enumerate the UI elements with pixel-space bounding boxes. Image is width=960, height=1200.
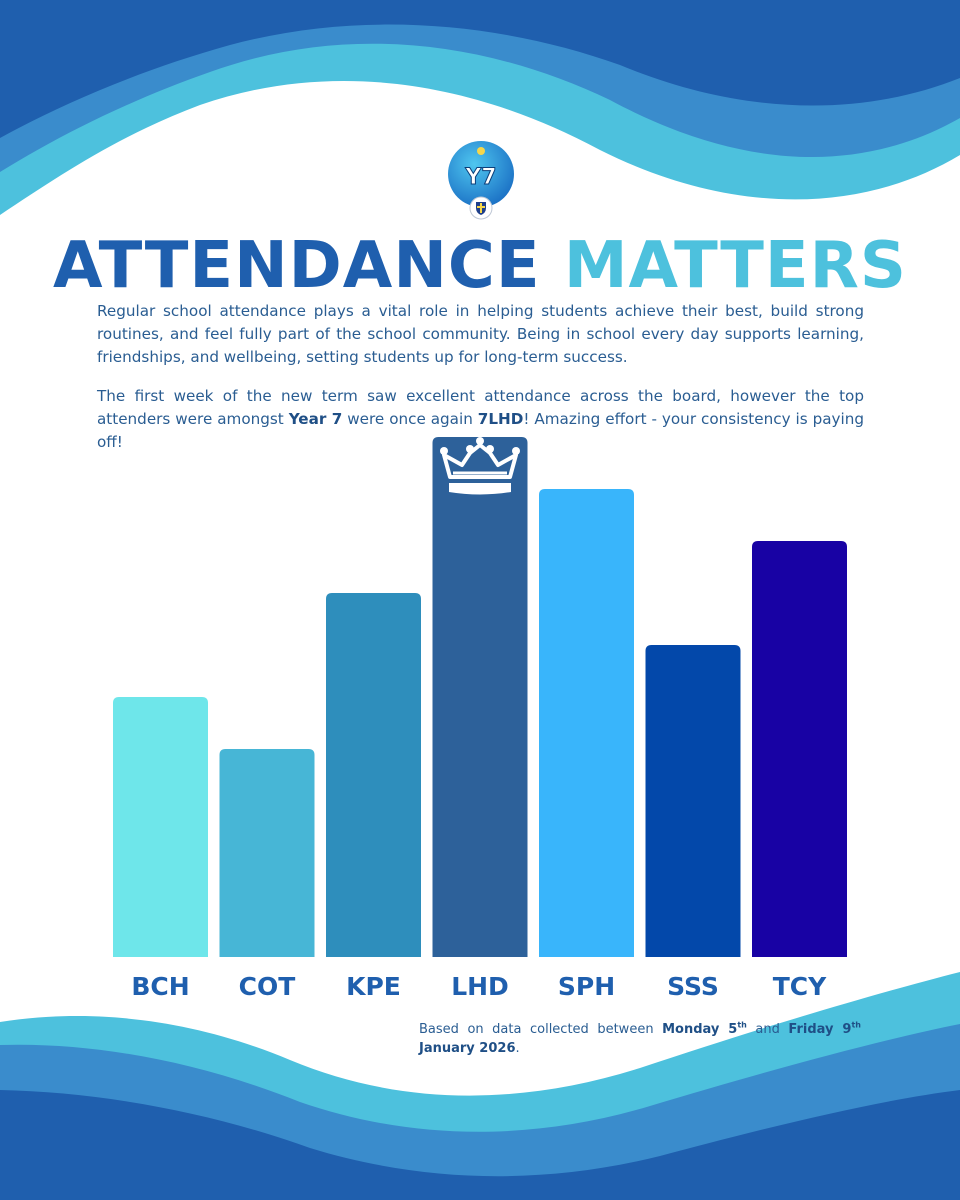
- bar-bch: [113, 697, 208, 957]
- bar-kpe: [326, 593, 421, 957]
- title-word-attendance: ATTENDANCE: [53, 229, 541, 303]
- year-7-highlight: Year 7: [288, 410, 343, 428]
- footnote-end-date: Friday 9th January 2026: [419, 1020, 861, 1056]
- attendance-bar-chart: BCH COT KPE LHD SPH SSS TCY: [113, 437, 847, 1001]
- results-text-3: ! Amazing effort - your consistency is p…: [97, 410, 864, 451]
- category-label-kpe: KPE: [346, 972, 401, 1001]
- logo-badge-text: Y7: [464, 165, 496, 190]
- bar-sss: [645, 645, 741, 957]
- results-text-2: were once again: [342, 410, 478, 428]
- data-footnote: Based on data collected between Monday 5…: [419, 1020, 861, 1058]
- top-form-highlight: 7LHD: [477, 410, 524, 428]
- category-label-bch: BCH: [131, 972, 189, 1001]
- bar-tcy: [752, 541, 847, 957]
- footnote-start-date: Monday 5th: [662, 1020, 747, 1037]
- category-label-lhd: LHD: [451, 972, 509, 1001]
- results-paragraph: The first week of the new term saw excel…: [97, 385, 864, 454]
- footnote-text-3: .: [515, 1041, 520, 1056]
- top-wave-dark: [0, 0, 960, 138]
- intro-paragraph: Regular school attendance plays a vital …: [97, 302, 864, 366]
- category-label-sss: SSS: [667, 972, 719, 1001]
- category-label-sph: SPH: [558, 972, 615, 1001]
- bar-lhd: [432, 437, 528, 957]
- lightbulb-icon: [477, 147, 485, 155]
- footnote-text-2: and: [746, 1022, 789, 1037]
- results-text-1: The first week of the new term saw excel…: [97, 387, 864, 428]
- page-title: ATTENDANCE MATTERS: [0, 228, 960, 304]
- bar-sph: [539, 489, 634, 957]
- title-word-matters: MATTERS: [563, 229, 907, 303]
- category-label-tcy: TCY: [773, 972, 827, 1001]
- bar-cot: [219, 749, 315, 957]
- category-label-cot: COT: [239, 972, 296, 1001]
- footnote-text-1: Based on data collected between: [419, 1022, 663, 1037]
- crown-icon: [440, 437, 520, 495]
- bottom-wave-dark: [0, 1090, 960, 1200]
- y7-logo: Y7: [448, 141, 514, 220]
